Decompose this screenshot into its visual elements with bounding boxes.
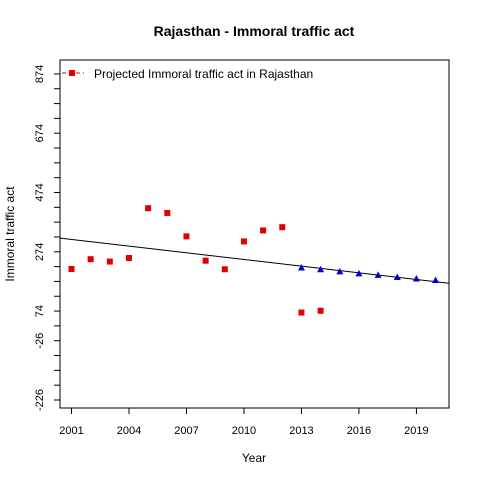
x-tick-label: 2013 (289, 425, 313, 437)
projected-point (297, 263, 305, 271)
observed-point (68, 265, 75, 272)
plot-area (59, 59, 450, 409)
x-axis: 2001 2004 2007 2010 2013 2016 2019 (59, 408, 429, 437)
observed-point (240, 238, 247, 245)
observed-point (164, 209, 171, 216)
y-tick-label: 674 (34, 124, 46, 142)
data-points (68, 205, 440, 316)
chart-title: Rajasthan - Immoral traffic act (154, 23, 355, 39)
observed-point (260, 227, 267, 234)
x-axis-label: Year (242, 451, 266, 465)
x-tick-label: 2004 (117, 425, 141, 437)
observed-point (317, 307, 324, 314)
y-tick-label: 874 (34, 65, 46, 83)
y-tick-label: 74 (34, 305, 46, 317)
x-tick-label: 2001 (59, 425, 83, 437)
x-tick-label: 2019 (404, 425, 428, 437)
projected-point (412, 274, 420, 282)
x-tick-label: 2016 (347, 425, 371, 437)
y-tick-label: -226 (34, 389, 46, 411)
y-tick-label: 274 (34, 243, 46, 261)
projected-point (317, 265, 325, 273)
observed-point (106, 258, 113, 265)
y-axis-label: Immoral traffic act (3, 186, 17, 282)
x-tick-label: 2007 (174, 425, 198, 437)
projected-point (336, 267, 344, 275)
observed-point (221, 266, 228, 273)
legend: Projected Immoral traffic act in Rajasth… (62, 67, 313, 81)
observed-point (145, 205, 152, 212)
observed-point (279, 224, 286, 231)
projected-point (393, 273, 401, 280)
legend-entry: Projected Immoral traffic act in Rajasth… (94, 67, 313, 81)
y-tick-label: -26 (34, 333, 46, 349)
trend-line (59, 237, 450, 284)
y-tick-label: 474 (34, 183, 46, 201)
x-tick-label: 2010 (232, 425, 256, 437)
y-axis: -226 -26 74 274 474 674 874 (34, 65, 60, 411)
legend-marker (69, 70, 75, 76)
observed-point (202, 257, 209, 264)
projected-point (374, 271, 382, 278)
observed-point (125, 255, 132, 262)
observed-point (298, 309, 305, 316)
projected-point (432, 276, 440, 283)
observed-point (183, 233, 190, 240)
projected-point (355, 269, 363, 277)
observed-point (87, 256, 94, 263)
